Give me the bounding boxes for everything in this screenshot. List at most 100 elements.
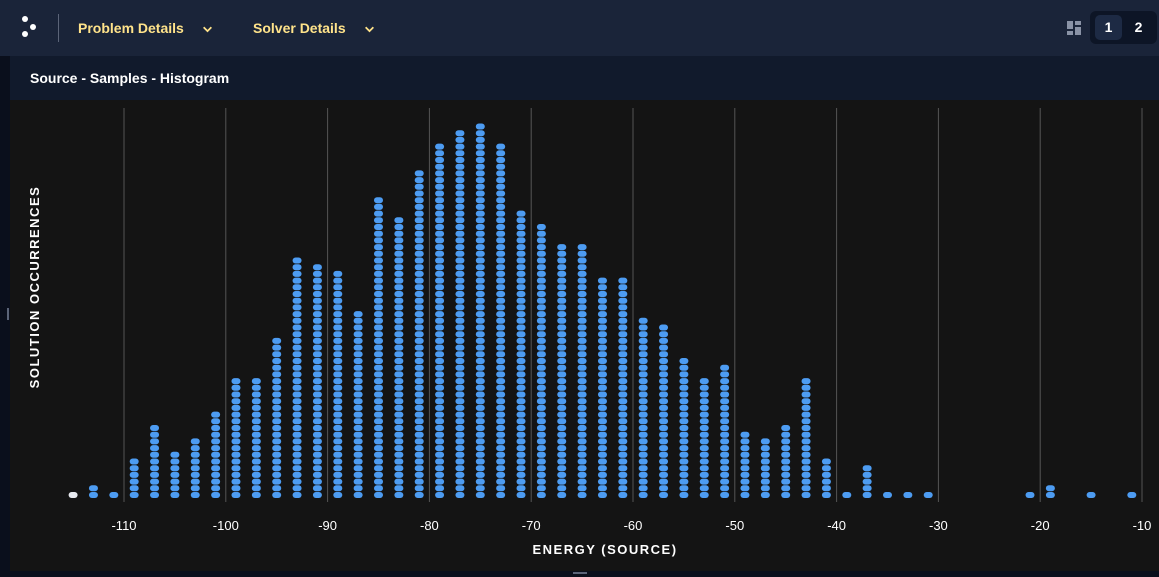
sample-dot[interactable] <box>312 371 322 378</box>
sample-dot[interactable] <box>374 324 383 331</box>
sample-dot[interactable] <box>394 398 404 405</box>
sample-dot[interactable] <box>272 431 282 438</box>
sample-dot[interactable] <box>618 351 628 358</box>
sample-dot[interactable] <box>190 492 200 498</box>
sample-dot[interactable] <box>455 317 465 324</box>
sample-dot[interactable] <box>211 445 221 452</box>
sample-dot[interactable] <box>292 431 302 438</box>
sample-dot[interactable] <box>577 478 587 485</box>
sample-dot[interactable] <box>333 270 343 277</box>
sample-dot[interactable] <box>312 291 322 297</box>
sample-dot[interactable] <box>781 445 791 452</box>
sample-dot[interactable] <box>150 438 160 445</box>
sample-dot[interactable] <box>374 237 383 244</box>
sample-dot[interactable] <box>557 418 567 425</box>
sample-dot[interactable] <box>211 471 221 478</box>
sample-dot[interactable] <box>577 250 587 257</box>
sample-dot[interactable] <box>292 492 302 498</box>
sample-dot[interactable] <box>435 337 445 344</box>
sample-dot[interactable] <box>435 391 445 398</box>
sample-dot[interactable] <box>781 458 791 465</box>
sample-dot[interactable] <box>231 411 241 418</box>
sample-dot[interactable] <box>190 438 200 445</box>
sample-dot[interactable] <box>211 492 221 498</box>
energy-column[interactable] <box>129 458 139 499</box>
sample-dot[interactable] <box>659 371 669 378</box>
sample-dot[interactable] <box>577 445 587 452</box>
sample-dot[interactable] <box>536 371 546 378</box>
sample-dot[interactable] <box>414 311 424 318</box>
sample-dot[interactable] <box>597 358 607 364</box>
sample-dot[interactable] <box>659 485 669 492</box>
sample-dot[interactable] <box>435 230 445 237</box>
sample-dot[interactable] <box>455 344 465 351</box>
sample-dot[interactable] <box>353 324 363 331</box>
sample-dot[interactable] <box>475 237 485 244</box>
sample-dot[interactable] <box>312 384 322 391</box>
sample-dot[interactable] <box>333 337 343 344</box>
sample-dot[interactable] <box>353 364 363 371</box>
sample-dot[interactable] <box>455 177 465 184</box>
sample-dot[interactable] <box>496 451 506 458</box>
sample-dot[interactable] <box>618 398 628 405</box>
sample-dot[interactable] <box>414 217 424 224</box>
sample-dot[interactable] <box>679 445 689 452</box>
sample-dot[interactable] <box>374 358 383 364</box>
sample-dot[interactable] <box>516 217 526 224</box>
sample-dot[interactable] <box>475 190 485 197</box>
sample-dot[interactable] <box>231 458 241 465</box>
sample-dot[interactable] <box>435 478 445 485</box>
sample-dot[interactable] <box>394 217 404 224</box>
sample-dot[interactable] <box>394 284 404 291</box>
sample-dot[interactable] <box>455 150 465 157</box>
sample-dot[interactable] <box>618 311 628 318</box>
sample-dot[interactable] <box>781 471 791 478</box>
sample-dot[interactable] <box>170 451 180 458</box>
sample-dot[interactable] <box>333 371 343 378</box>
sample-dot[interactable] <box>679 451 689 458</box>
sample-dot[interactable] <box>557 384 567 391</box>
sample-dot[interactable] <box>597 311 607 318</box>
energy-column[interactable] <box>170 451 180 498</box>
sample-dot[interactable] <box>435 445 445 452</box>
sample-dot[interactable] <box>557 311 567 318</box>
sample-dot[interactable] <box>353 371 363 378</box>
sample-dot[interactable] <box>720 431 730 438</box>
sample-dot[interactable] <box>597 297 607 304</box>
sample-dot[interactable] <box>638 391 648 398</box>
sample-dot[interactable] <box>638 425 648 431</box>
sample-dot[interactable] <box>414 250 424 257</box>
sample-dot[interactable] <box>496 224 506 230</box>
sample-dot[interactable] <box>536 224 546 230</box>
sample-dot[interactable] <box>699 451 709 458</box>
sample-dot[interactable] <box>150 478 160 485</box>
sample-dot[interactable] <box>679 384 689 391</box>
sample-dot[interactable] <box>374 197 383 204</box>
sample-dot[interactable] <box>720 458 730 465</box>
sample-dot[interactable] <box>190 465 200 472</box>
sample-dot[interactable] <box>211 478 221 485</box>
sample-dot[interactable] <box>312 331 322 338</box>
sample-dot[interactable] <box>720 465 730 472</box>
sample-dot[interactable] <box>394 418 404 425</box>
sample-dot[interactable] <box>679 364 689 371</box>
sample-dot[interactable] <box>170 458 180 465</box>
sample-dot[interactable] <box>455 250 465 257</box>
sample-dot[interactable] <box>394 224 404 230</box>
sample-dot[interactable] <box>801 425 811 431</box>
sample-dot[interactable] <box>150 465 160 472</box>
sample-dot[interactable] <box>536 297 546 304</box>
sample-dot[interactable] <box>740 471 750 478</box>
sample-dot[interactable] <box>374 344 383 351</box>
sample-dot[interactable] <box>455 291 465 297</box>
sample-dot[interactable] <box>333 291 343 297</box>
sample-dot[interactable] <box>353 317 363 324</box>
sample-dot[interactable] <box>333 458 343 465</box>
sample-dot[interactable] <box>496 364 506 371</box>
sample-dot[interactable] <box>353 418 363 425</box>
sample-dot[interactable] <box>516 471 526 478</box>
sample-dot[interactable] <box>333 445 343 452</box>
sample-dot[interactable] <box>435 237 445 244</box>
sample-dot[interactable] <box>272 344 282 351</box>
sample-dot[interactable] <box>557 344 567 351</box>
